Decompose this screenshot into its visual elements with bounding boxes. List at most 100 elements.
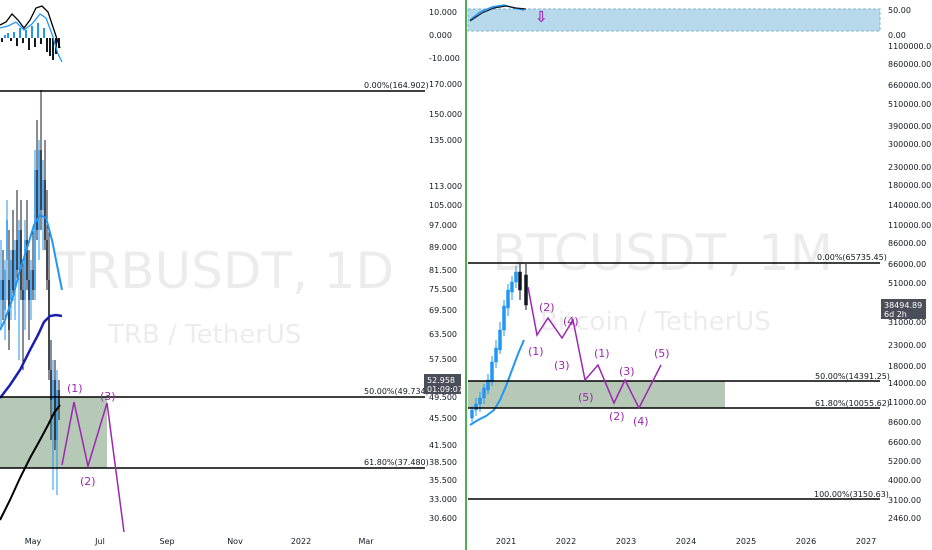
trb-ma-light — [0, 213, 63, 331]
btc-y-tick: 31000.00 — [888, 318, 926, 327]
trb-candle — [26, 240, 28, 280]
btc-fib-zone — [468, 381, 725, 408]
btc-osc-zone — [467, 8, 881, 32]
trb-osc-bar — [1, 38, 3, 42]
trb-candle — [32, 270, 34, 290]
btc-y-tick: 4000.00 — [888, 476, 921, 485]
btc-osc-line-dark — [469, 5, 527, 22]
trb-osc-bar — [7, 33, 9, 38]
btc-x-tick: 2026 — [796, 537, 816, 546]
trb-x-tick: May — [25, 537, 42, 546]
btc-y-tick: 8600.00 — [888, 418, 921, 427]
btc-candle — [494, 347, 498, 363]
btc-y-tick: 23000.00 — [888, 341, 926, 350]
btc-y-tick: 1100000.00 — [888, 42, 932, 51]
trb-candles — [0, 90, 60, 495]
trb-osc-bar — [34, 38, 36, 47]
trb-osc-bar — [40, 38, 42, 44]
trb-y-tick: 135.000 — [429, 136, 462, 145]
btc-wave-label-4a: (4) — [563, 315, 579, 328]
trb-candle — [24, 240, 26, 300]
trb-osc-bar — [52, 38, 54, 60]
trb-osc-bar — [4, 35, 6, 38]
btc-x-tick: 2022 — [556, 537, 576, 546]
btc-candle — [490, 361, 494, 383]
trb-watermark-symbol: TRBUSDT, 1D — [54, 242, 394, 300]
btc-candle — [474, 403, 478, 411]
btc-fib-label-50: 50.00%(14391.25) — [815, 372, 890, 381]
trb-candle — [2, 280, 4, 300]
btc-x-axis: 2021 2022 2023 2024 2025 2026 2027 — [496, 537, 876, 546]
btc-y-tick: 51000.00 — [888, 279, 926, 288]
trb-candle — [40, 150, 42, 210]
trb-wave-label-3: (3) — [100, 390, 116, 403]
btc-price-badge — [881, 299, 926, 319]
btc-y-tick: 14000.00 — [888, 379, 926, 388]
btc-y-tick: 660000.00 — [888, 81, 931, 90]
btc-y-tick: 390000.00 — [888, 122, 931, 131]
trb-y-tick: 113.000 — [429, 182, 462, 191]
btc-wave-label-1b: (1) — [594, 347, 610, 360]
trb-osc-bar — [19, 28, 21, 38]
btc-countdown: 6d 2h — [884, 310, 907, 319]
trb-candle — [0, 280, 2, 300]
trb-wave-label-2: (2) — [80, 475, 96, 488]
trb-y-tick: 97.000 — [429, 221, 457, 230]
btc-last-price: 38494.89 — [884, 301, 922, 310]
trb-chart-pane: TRBUSDT, 1D TRB / TetherUS 0.00%(164.902… — [0, 5, 463, 546]
trb-x-tick: 2022 — [291, 537, 311, 546]
btc-wave-label-5a: (5) — [578, 391, 594, 404]
trb-x-tick: Mar — [358, 537, 374, 546]
trb-x-tick: Jul — [94, 537, 105, 546]
trb-price-badge — [424, 374, 461, 394]
trb-osc-bar — [28, 38, 30, 50]
trb-fib-label-50: 50.00%(49.734) — [364, 387, 429, 396]
btc-fib-label-100: 100.00%(3150.63) — [814, 490, 889, 499]
trb-wave-label-1: (1) — [67, 382, 83, 395]
btc-candle — [510, 281, 514, 293]
btc-y-tick: 180000.00 — [888, 181, 931, 190]
trb-candle — [50, 370, 52, 400]
btc-candle — [498, 329, 502, 351]
btc-wave-path — [527, 286, 662, 410]
btc-x-tick: 2021 — [496, 537, 516, 546]
btc-y-tick: 11000.00 — [888, 398, 926, 407]
btc-y-tick: 140000.00 — [888, 201, 931, 210]
trb-y-tick: 63.500 — [429, 330, 457, 339]
btc-x-tick: 2023 — [616, 537, 636, 546]
trb-candle — [20, 230, 22, 290]
trb-osc-line-dark — [0, 5, 61, 49]
trb-osc-bar — [37, 23, 39, 38]
trb-y-tick: 170.000 — [429, 80, 462, 89]
trb-osc-bar — [31, 26, 33, 38]
btc-fib-label-0: 0.00%(65735.45) — [817, 253, 887, 262]
trb-candle — [46, 240, 48, 280]
btc-y-tick: 860000.00 — [888, 60, 931, 69]
trb-y-tick: 105.000 — [429, 201, 462, 210]
btc-candle — [502, 305, 506, 331]
trb-y-tick: 33.000 — [429, 495, 457, 504]
trb-y-tick: 41.500 — [429, 441, 457, 450]
btc-y-tick: 230000.00 — [888, 163, 931, 172]
trb-candle — [4, 270, 6, 310]
trb-y-tick: 81.500 — [429, 266, 457, 275]
btc-candle — [482, 387, 486, 399]
btc-y-axis: 1100000.00 860000.00 660000.00 510000.00 390… — [888, 42, 932, 523]
trb-ma-black — [0, 404, 61, 521]
btc-y-tick: 510000.00 — [888, 100, 931, 109]
btc-fib-label-618: 61.80%(10055.62) — [815, 399, 890, 408]
btc-y-tick: 2460.00 — [888, 514, 921, 523]
trb-y-tick: 35.500 — [429, 476, 457, 485]
btc-osc-tick-0: 50.00 — [888, 6, 911, 15]
trb-candle — [14, 250, 16, 290]
trb-candle — [22, 290, 24, 300]
trb-osc-bar — [25, 30, 27, 38]
btc-x-tick: 2027 — [856, 537, 876, 546]
trb-candle — [18, 230, 20, 270]
trb-y-tick: 45.500 — [429, 414, 457, 423]
btc-wave-label-4b: (4) — [633, 415, 649, 428]
trb-osc-bar — [43, 28, 45, 38]
trb-osc-bar — [46, 38, 48, 52]
btc-y-tick: 6600.00 — [888, 438, 921, 447]
trb-y-tick: 69.500 — [429, 306, 457, 315]
